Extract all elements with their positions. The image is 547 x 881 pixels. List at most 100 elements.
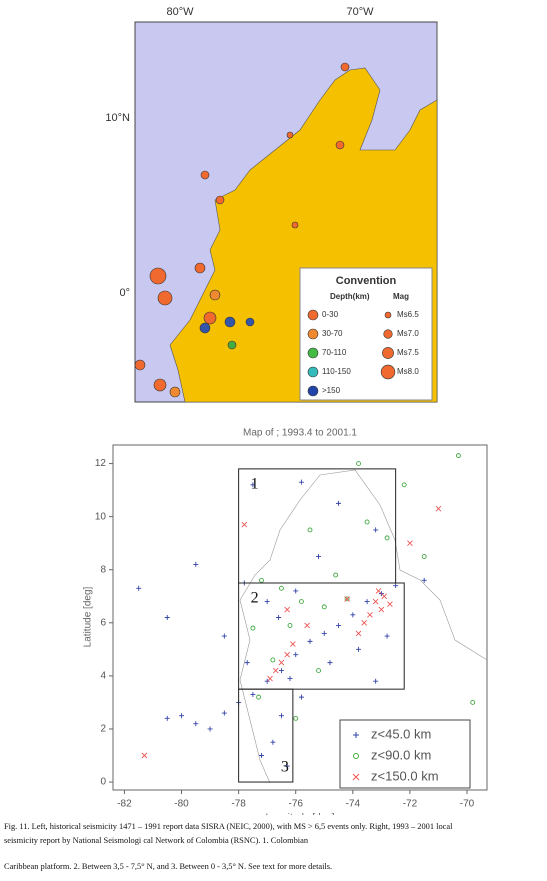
- point: [373, 527, 379, 533]
- x-tick-label: -70: [460, 799, 475, 810]
- point: [316, 668, 322, 674]
- point: [270, 739, 276, 745]
- region-label: 3: [281, 759, 289, 776]
- point: [421, 577, 427, 583]
- map-lon-label: 80°W: [166, 6, 194, 18]
- point: [298, 479, 304, 485]
- point: [387, 601, 393, 608]
- x-tick-label: -82: [117, 799, 132, 810]
- point: [361, 619, 368, 626]
- y-tick-label: 0: [100, 777, 106, 788]
- legend-label: Ms7.0: [397, 329, 419, 338]
- point: [344, 596, 350, 602]
- point: [221, 710, 227, 716]
- point: [193, 721, 199, 727]
- point: [298, 599, 304, 605]
- point: [372, 598, 379, 605]
- point: [321, 630, 327, 636]
- point: [264, 599, 270, 605]
- map-legend-box: [299, 267, 433, 401]
- legend-label: Ms6.5: [397, 310, 419, 319]
- point: [207, 726, 213, 732]
- point: [350, 612, 356, 618]
- legend-marker: [353, 732, 359, 738]
- x-tick-label: -74: [346, 799, 361, 810]
- point: [272, 667, 279, 674]
- point: [267, 675, 273, 682]
- point: [381, 593, 388, 600]
- point: [244, 660, 250, 666]
- point: [384, 535, 390, 541]
- point: [435, 505, 442, 512]
- map-events: [134, 62, 350, 398]
- coastline: [239, 469, 488, 784]
- legend-label: z<90.0 km: [371, 747, 431, 762]
- point: [384, 633, 390, 639]
- point: [278, 659, 285, 666]
- point: [141, 752, 148, 759]
- x-axis-label: Longitude [deg]: [266, 813, 335, 815]
- point: [290, 641, 296, 647]
- legend-marker: [307, 366, 319, 378]
- legend-label: 0-30: [322, 310, 339, 319]
- point: [250, 691, 256, 697]
- point: [393, 583, 399, 589]
- legend-label: z<150.0 km: [371, 768, 439, 783]
- point: [364, 599, 370, 605]
- region-label: 1: [251, 476, 259, 493]
- caption-line: Fig. 11. Left, historical seismicity 147…: [4, 822, 453, 831]
- point: [407, 540, 413, 547]
- point: [456, 453, 461, 459]
- point: [250, 482, 256, 488]
- y-tick-label: 6: [100, 617, 106, 628]
- point: [284, 763, 290, 769]
- x-tick-label: -72: [403, 799, 418, 810]
- point: [278, 713, 284, 719]
- legend-marker: [307, 385, 319, 397]
- point: [278, 585, 284, 591]
- legend-label: z<45.0 km: [371, 726, 431, 741]
- point: [276, 615, 282, 620]
- point: [336, 622, 342, 628]
- point: [287, 676, 293, 682]
- figure: 80°W 70°W 10°N 0° Convention Depth(km) Mag 0-30…: [83, 6, 488, 815]
- point: [367, 612, 373, 618]
- point: [356, 461, 361, 467]
- point: [221, 633, 227, 639]
- point: [270, 657, 276, 663]
- point: [327, 660, 333, 666]
- point: [284, 606, 290, 613]
- point: [378, 591, 384, 597]
- point: [293, 652, 299, 658]
- point: [307, 527, 313, 533]
- point: [250, 625, 256, 631]
- point: [373, 678, 379, 684]
- legend-label: 70-110: [322, 348, 347, 357]
- point: [470, 699, 476, 705]
- point: [298, 694, 304, 700]
- point: [344, 596, 350, 602]
- legend-label: Ms7.5: [397, 348, 419, 357]
- map-lat-label: 10°N: [105, 112, 130, 124]
- region-box: [238, 688, 294, 783]
- x-tick-label: -76: [288, 799, 303, 810]
- point: [304, 622, 310, 629]
- legend-title: Convention: [336, 275, 397, 287]
- y-tick-label: 12: [95, 458, 107, 469]
- point: [293, 715, 299, 721]
- legend-label: 110-150: [322, 367, 351, 376]
- point: [179, 713, 185, 719]
- y-tick-label: 2: [100, 724, 106, 735]
- legend-label: 30-70: [322, 329, 343, 338]
- point: [356, 646, 362, 652]
- point: [375, 588, 382, 594]
- point: [164, 715, 170, 721]
- point: [193, 561, 199, 567]
- point: [421, 554, 427, 559]
- point: [258, 753, 264, 758]
- region-label: 2: [251, 590, 259, 607]
- map-lat-label: 0°: [119, 287, 130, 299]
- legend-marker: [383, 329, 393, 339]
- point: [136, 585, 142, 591]
